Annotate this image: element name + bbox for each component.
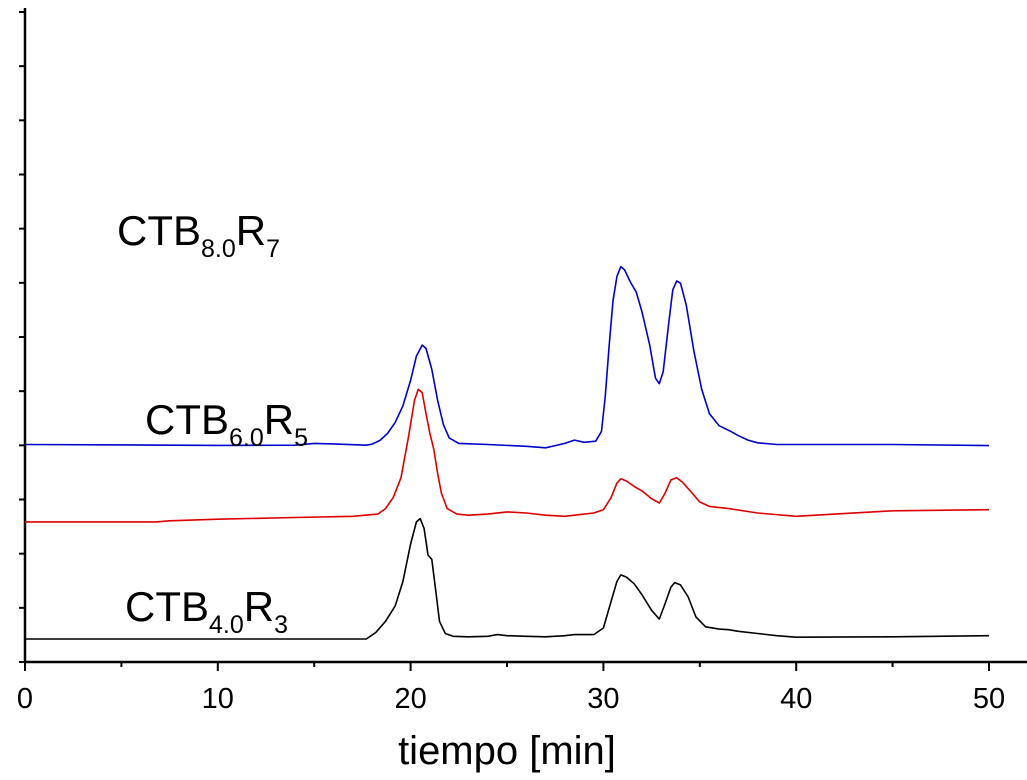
series-label-1: CTB6.0R5	[145, 396, 308, 452]
series-lines	[24, 265, 990, 640]
series-label-2: CTB4.0R3	[125, 583, 288, 639]
axes	[23, 8, 1027, 664]
x-tick-labels: 0 10 20 30 40 50	[17, 683, 1005, 715]
x-tick-label: 40	[780, 683, 812, 715]
series-line-0	[24, 265, 990, 449]
series-label-0: CTB8.0R7	[117, 207, 280, 263]
x-tick-label: 30	[587, 683, 619, 715]
series-labels: CTB8.0R7 CTB6.0R5 CTB4.0R3	[117, 207, 308, 639]
y-ticks	[19, 11, 25, 663]
x-axis-title: tiempo [min]	[398, 729, 616, 773]
series-line-1	[25, 388, 990, 523]
x-tick-label: 10	[202, 683, 234, 715]
x-tick-label: 50	[973, 683, 1005, 715]
x-tick-label: 20	[394, 683, 426, 715]
series-line-2	[25, 517, 990, 640]
x-ticks	[24, 662, 990, 671]
x-tick-label: 0	[17, 683, 33, 715]
